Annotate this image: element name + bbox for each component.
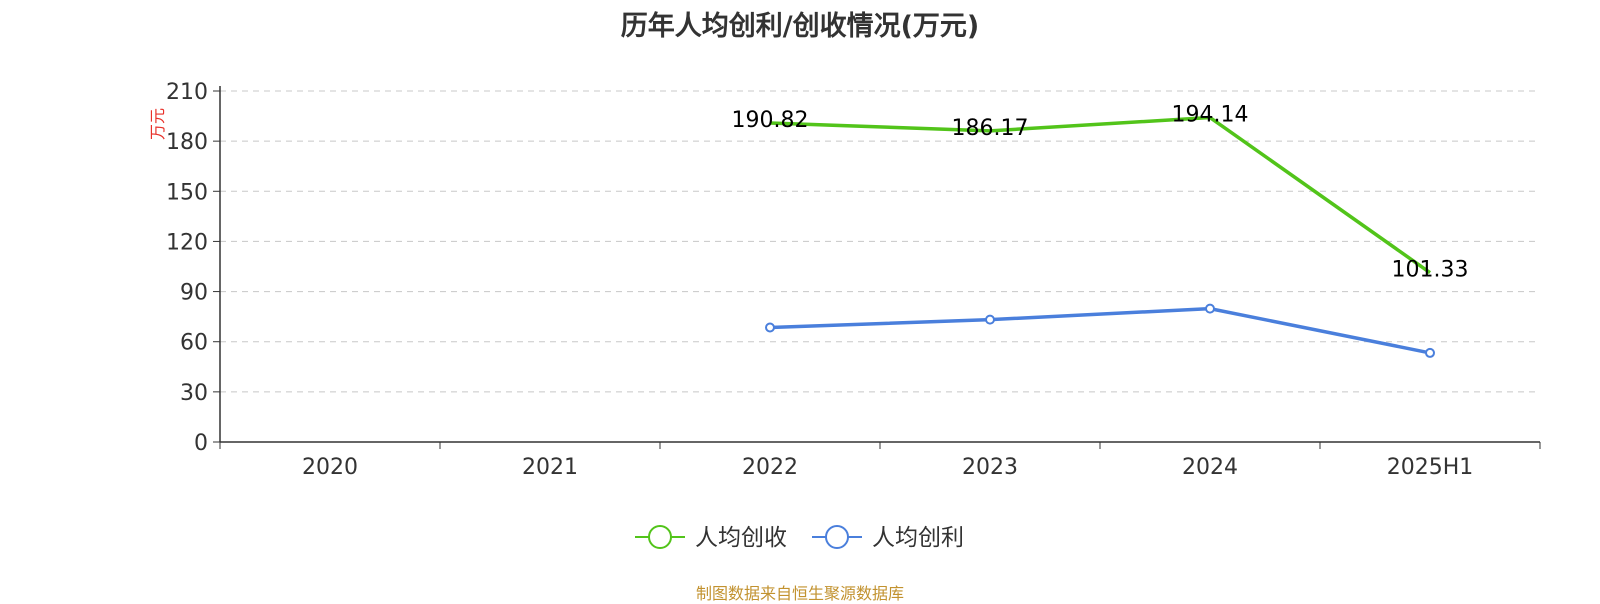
data-label: 194.14 (1172, 103, 1249, 128)
legend-label: 人均创利 (872, 525, 964, 551)
y-tick-label: 150 (166, 180, 208, 205)
x-tick-label: 2022 (742, 455, 798, 480)
series-line-1 (769, 306, 1431, 355)
series (765, 115, 1435, 358)
y-tick-label: 120 (166, 230, 208, 255)
data-label: 186.17 (952, 116, 1029, 141)
data-point (1205, 303, 1215, 314)
x-tick-label: 2025H1 (1387, 455, 1474, 480)
x-tick-label: 2023 (962, 455, 1018, 480)
data-labels: 190.82 186.17 194.14 101.33 (732, 103, 1469, 283)
axes: 0 30 60 90 120 150 180 210 2020 2021 2022 2023 2024 2… (166, 80, 1541, 480)
y-tick-label: 210 (166, 80, 208, 105)
legend-item-0[interactable]: 人均创收 (635, 525, 787, 551)
legend-label: 人均创收 (695, 525, 787, 551)
data-point (765, 322, 775, 333)
y-tick-label: 60 (180, 331, 208, 356)
y-axis-unit-label: 万元 (148, 108, 167, 140)
y-tick-label: 90 (180, 281, 208, 306)
x-tick-label: 2024 (1182, 455, 1238, 480)
y-tick-label: 0 (194, 431, 208, 456)
legend-swatch-marker (648, 525, 672, 549)
data-label: 101.33 (1392, 258, 1469, 283)
data-point (1425, 347, 1435, 358)
legend-swatch-marker (825, 525, 849, 549)
source-note: 制图数据来自恒生聚源数据库 (695, 584, 904, 603)
legend[interactable]: 人均创收 人均创利 (635, 525, 964, 551)
series-line-0 (769, 115, 1432, 275)
y-tick-label: 30 (180, 381, 208, 406)
legend-item-1[interactable]: 人均创利 (812, 525, 964, 551)
data-label: 190.82 (732, 108, 809, 133)
grid-lines (220, 90, 1540, 393)
data-point (985, 314, 995, 325)
y-tick-label: 180 (166, 130, 208, 155)
x-tick-label: 2021 (522, 455, 578, 480)
x-tick-label: 2020 (302, 455, 358, 480)
chart-title: 历年人均创利/创收情况(万元) (620, 11, 980, 42)
